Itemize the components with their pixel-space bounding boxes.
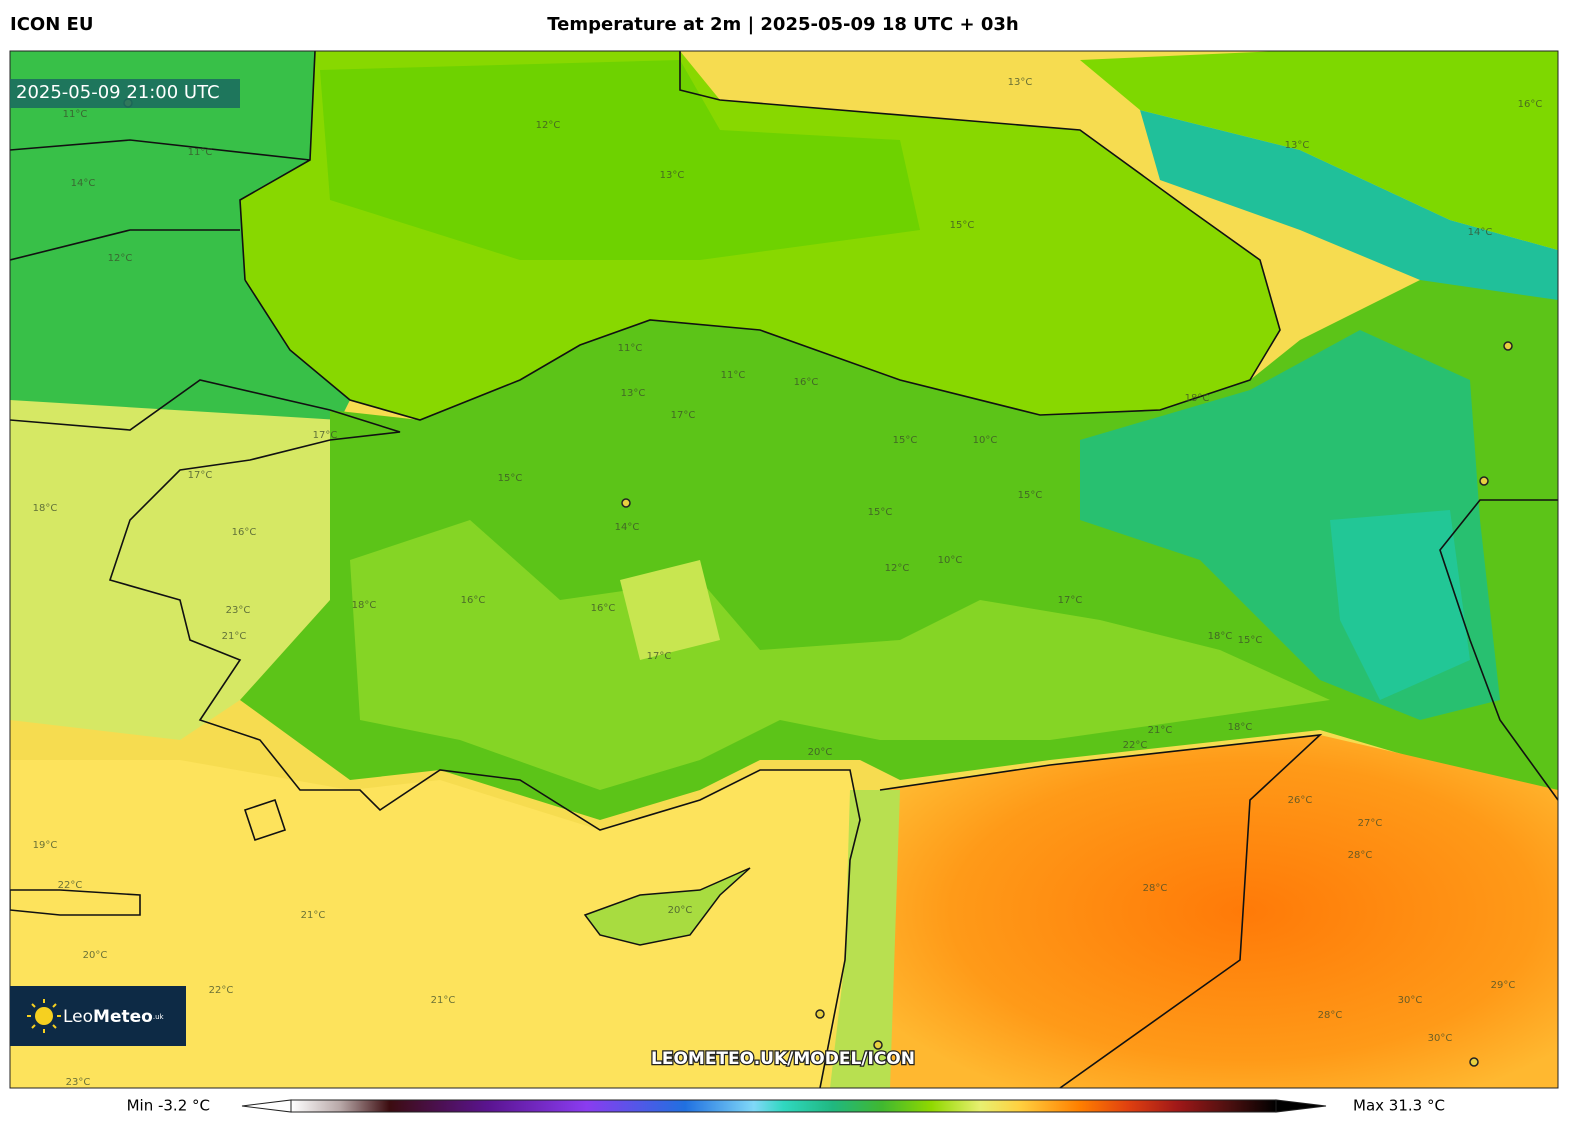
contour-label: 21°C bbox=[1148, 725, 1173, 736]
model-name: ICON EU bbox=[10, 14, 93, 35]
contour-label: 15°C bbox=[893, 435, 918, 446]
contour-label: 18°C bbox=[1208, 631, 1233, 642]
contour-label: 23°C bbox=[226, 605, 251, 616]
contour-label: 11°C bbox=[618, 343, 643, 354]
contour-label: 17°C bbox=[647, 651, 672, 662]
contour-label: 21°C bbox=[431, 995, 456, 1006]
contour-label: 16°C bbox=[794, 377, 819, 388]
colorbar-bar bbox=[290, 1099, 1277, 1113]
contour-label: 20°C bbox=[668, 905, 693, 916]
contour-label: 20°C bbox=[83, 950, 108, 961]
contour-label: 27°C bbox=[1358, 818, 1383, 829]
contour-label: 21°C bbox=[301, 910, 326, 921]
contour-label: 18°C bbox=[1228, 722, 1253, 733]
colorbar-high-extension bbox=[1275, 1099, 1327, 1113]
contour-label: 17°C bbox=[671, 410, 696, 421]
contour-label: 22°C bbox=[1123, 740, 1148, 751]
map-title: Temperature at 2m | 2025-05-09 18 UTC + … bbox=[547, 14, 1018, 35]
contour-label: 15°C bbox=[868, 507, 893, 518]
colorbar-low-extension bbox=[241, 1099, 292, 1113]
contour-label: 13°C bbox=[621, 388, 646, 399]
contour-label: 11°C bbox=[63, 109, 88, 120]
contour-label: 13°C bbox=[660, 170, 685, 181]
logo-text: LeoMeteo.uk bbox=[63, 1007, 165, 1027]
min-label: Min -3.2 °C bbox=[127, 1097, 210, 1115]
contour-label: 12°C bbox=[885, 563, 910, 574]
contour-label: 19°C bbox=[33, 840, 58, 851]
max-label: Max 31.3 °C bbox=[1353, 1097, 1445, 1115]
contour-label: 16°C bbox=[1518, 99, 1543, 110]
contour-label: 30°C bbox=[1428, 1033, 1453, 1044]
contour-label: 22°C bbox=[209, 985, 234, 996]
logo-brand: Meteo bbox=[93, 1007, 153, 1027]
contour-label: 12°C bbox=[536, 120, 561, 131]
contour-label: 18°C bbox=[352, 600, 377, 611]
logo-sun bbox=[35, 1007, 53, 1025]
contour-labels: 12°C 13°C 11°C 11°C 14°C 12°C 15°C 13°C 11°C 11°C… bbox=[33, 77, 1543, 1088]
contour-label: 29°C bbox=[1491, 980, 1516, 991]
time-box bbox=[10, 79, 240, 108]
contour-label: 10°C bbox=[938, 555, 963, 566]
city-markers bbox=[123, 98, 1513, 1067]
contour-label: 17°C bbox=[188, 470, 213, 481]
contour-label: 21°C bbox=[222, 631, 247, 642]
contour-label: 20°C bbox=[808, 747, 833, 758]
colorbar bbox=[241, 1099, 1327, 1113]
contour-label: 14°C bbox=[615, 522, 640, 533]
logo-lead: Leo bbox=[63, 1007, 93, 1027]
contour-label: 13°C bbox=[1008, 77, 1033, 88]
logo: LeoMeteo.uk bbox=[10, 986, 186, 1046]
contour-label: 15°C bbox=[950, 220, 975, 231]
contour-label: 14°C bbox=[1468, 227, 1493, 238]
valid-time: 2025-05-09 21:00 UTC bbox=[16, 82, 220, 103]
contour-label: 18°C bbox=[33, 503, 58, 514]
contour-label: 17°C bbox=[1058, 595, 1083, 606]
contour-label: 26°C bbox=[1288, 795, 1313, 806]
map-frame bbox=[9, 50, 1559, 1089]
contour-label: 12°C bbox=[108, 253, 133, 264]
contour-label: 15°C bbox=[1238, 635, 1263, 646]
contour-label: 16°C bbox=[232, 527, 257, 538]
contour-label: 10°C bbox=[973, 435, 998, 446]
contour-label: 13°C bbox=[1285, 140, 1310, 151]
contour-label: 22°C bbox=[58, 880, 83, 891]
contour-label: 18°C bbox=[1185, 393, 1210, 404]
contour-label: 28°C bbox=[1318, 1010, 1343, 1021]
contour-label: 28°C bbox=[1143, 883, 1168, 894]
watermark: LEOMETEO.UK/MODEL/ICON bbox=[651, 1049, 915, 1069]
contour-label: 30°C bbox=[1398, 995, 1423, 1006]
contour-label: 11°C bbox=[721, 370, 746, 381]
contour-label: 11°C bbox=[188, 147, 213, 158]
contour-label: 28°C bbox=[1348, 850, 1373, 861]
contour-label: 15°C bbox=[498, 473, 523, 484]
contour-label: 15°C bbox=[1018, 490, 1043, 501]
logo-suffix: .uk bbox=[153, 1013, 165, 1021]
contour-label: 16°C bbox=[461, 595, 486, 606]
contour-label: 23°C bbox=[66, 1077, 91, 1088]
contour-label: 14°C bbox=[71, 178, 96, 189]
contour-label: 16°C bbox=[591, 603, 616, 614]
map bbox=[10, 51, 1558, 1088]
contour-label: 17°C bbox=[313, 430, 338, 441]
